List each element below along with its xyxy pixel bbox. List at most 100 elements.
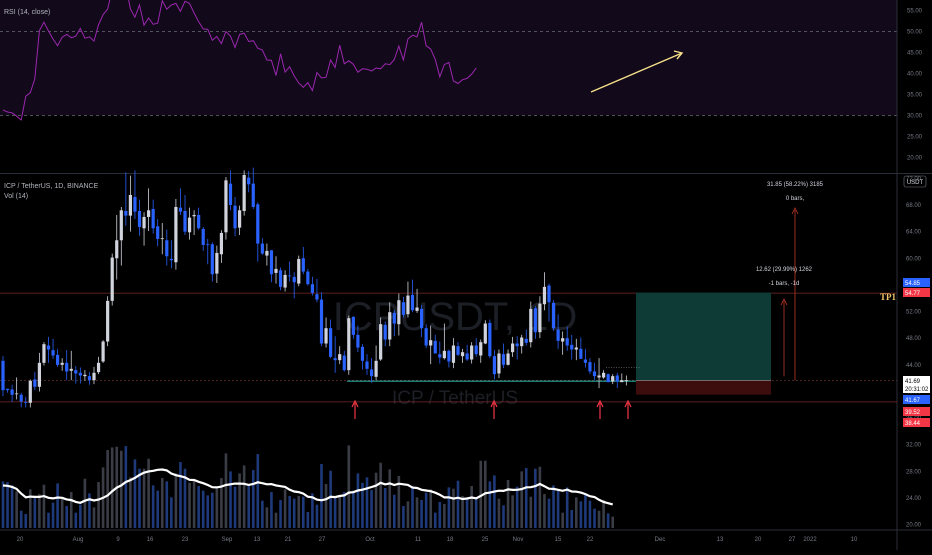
volume-bar [547, 498, 551, 528]
candle-body [69, 368, 73, 371]
volume-bar [397, 476, 401, 528]
volume-bar [24, 514, 28, 528]
candle-body [329, 328, 333, 357]
measure-text-3: 12.62 (29.99%) 1262 [756, 267, 813, 273]
rsi-tick-label: 20.00 [907, 155, 923, 161]
candle-body [424, 328, 428, 346]
measure-text-1: 31.85 (58.22%) 3185 [767, 182, 824, 188]
candle-body [5, 388, 10, 391]
candle-body [347, 318, 351, 371]
candle-body [479, 342, 483, 356]
volume-bar [379, 462, 382, 528]
volume-bar [97, 482, 100, 528]
volume-bar [192, 480, 196, 528]
support-touch-arrowhead [351, 399, 359, 408]
volume-bar [588, 500, 592, 528]
volume-bar [129, 477, 132, 528]
candle-body [1, 360, 5, 391]
price-label-bg [903, 418, 930, 427]
price-label-bg [903, 384, 930, 393]
candle-body [46, 345, 51, 350]
price-label-bg [903, 407, 930, 416]
rsi-tick-label: 40.00 [907, 71, 923, 77]
candle-body [365, 361, 369, 369]
candle-body [256, 204, 260, 244]
candle-body [360, 346, 365, 361]
candle-body [583, 359, 587, 363]
volume-bar [297, 496, 301, 528]
vol-label[interactable]: Vol (14) [4, 193, 29, 200]
volume-bar [611, 516, 614, 528]
price-label-bg [903, 376, 930, 385]
candle-body [110, 257, 114, 301]
candle-body [433, 340, 437, 354]
volume-bar [474, 498, 478, 528]
volume-bar [274, 512, 278, 528]
rsi-tick-label: 45.00 [907, 50, 923, 56]
volume-bar [283, 489, 287, 528]
price-tick-label: 28.00 [906, 469, 922, 475]
stop-zone [636, 380, 771, 395]
volume-bar [515, 486, 519, 528]
rsi-label: RSI (14, close) [4, 9, 51, 16]
candle-body [260, 243, 264, 254]
candle-body [602, 372, 606, 378]
price-label-bg [903, 288, 930, 297]
volume-bar [174, 473, 178, 528]
candle-body [56, 354, 60, 365]
candle-body [269, 250, 274, 275]
candle-body [561, 338, 565, 342]
time-axis-label: 16 [147, 537, 154, 543]
candle-body [187, 217, 192, 233]
candle-body [483, 323, 487, 344]
volume-bar [411, 486, 414, 528]
candle-body [538, 303, 542, 333]
candle-body [233, 205, 237, 229]
volume-bar [374, 472, 378, 528]
time-axis-label: Nov [513, 537, 524, 543]
price-tick-label: 64.00 [906, 230, 922, 236]
volume-bar [33, 496, 37, 528]
volume-bar [120, 450, 123, 528]
volume-bar [79, 504, 82, 528]
candle-body [292, 276, 296, 283]
volume-bar [238, 473, 241, 528]
candle-body [356, 334, 360, 348]
candle-body [242, 175, 246, 211]
candle-body [96, 362, 101, 373]
symbol-label[interactable]: ICP / TetherUS, 1D, BINANCE [4, 183, 99, 190]
volume-bar [338, 496, 341, 528]
volume-bar [438, 502, 442, 528]
volume-bar [361, 482, 364, 528]
volume-bar [179, 462, 182, 528]
candle-body [338, 354, 342, 361]
time-axis-label: Aug [73, 537, 84, 543]
candle-body [492, 356, 496, 375]
time-axis-label: 23 [182, 537, 189, 543]
volume-bar [224, 453, 228, 528]
volume-bar [19, 510, 23, 528]
volume-bar [529, 496, 533, 528]
candle-body [83, 374, 87, 377]
volume-bar [402, 506, 405, 528]
candle-body [288, 275, 292, 277]
volume-bar [561, 512, 564, 528]
candle-body [615, 375, 619, 382]
volume-bar [247, 484, 250, 528]
volume-bar [197, 486, 200, 528]
price-label: 41.69 [905, 379, 921, 385]
rsi-tick-label: 30.00 [907, 113, 923, 119]
candle-body [429, 340, 433, 346]
volume-bar [433, 512, 437, 528]
volume-bar [302, 496, 305, 528]
candle-body [460, 352, 465, 357]
price-label: 54.77 [905, 291, 921, 297]
candle-body [210, 244, 214, 275]
candle-body [474, 345, 478, 355]
price-label: 38.44 [905, 421, 921, 427]
volume-bar [333, 496, 337, 528]
volume-bar [92, 507, 96, 528]
volume-bar [324, 484, 328, 528]
volume-bar [147, 458, 150, 528]
